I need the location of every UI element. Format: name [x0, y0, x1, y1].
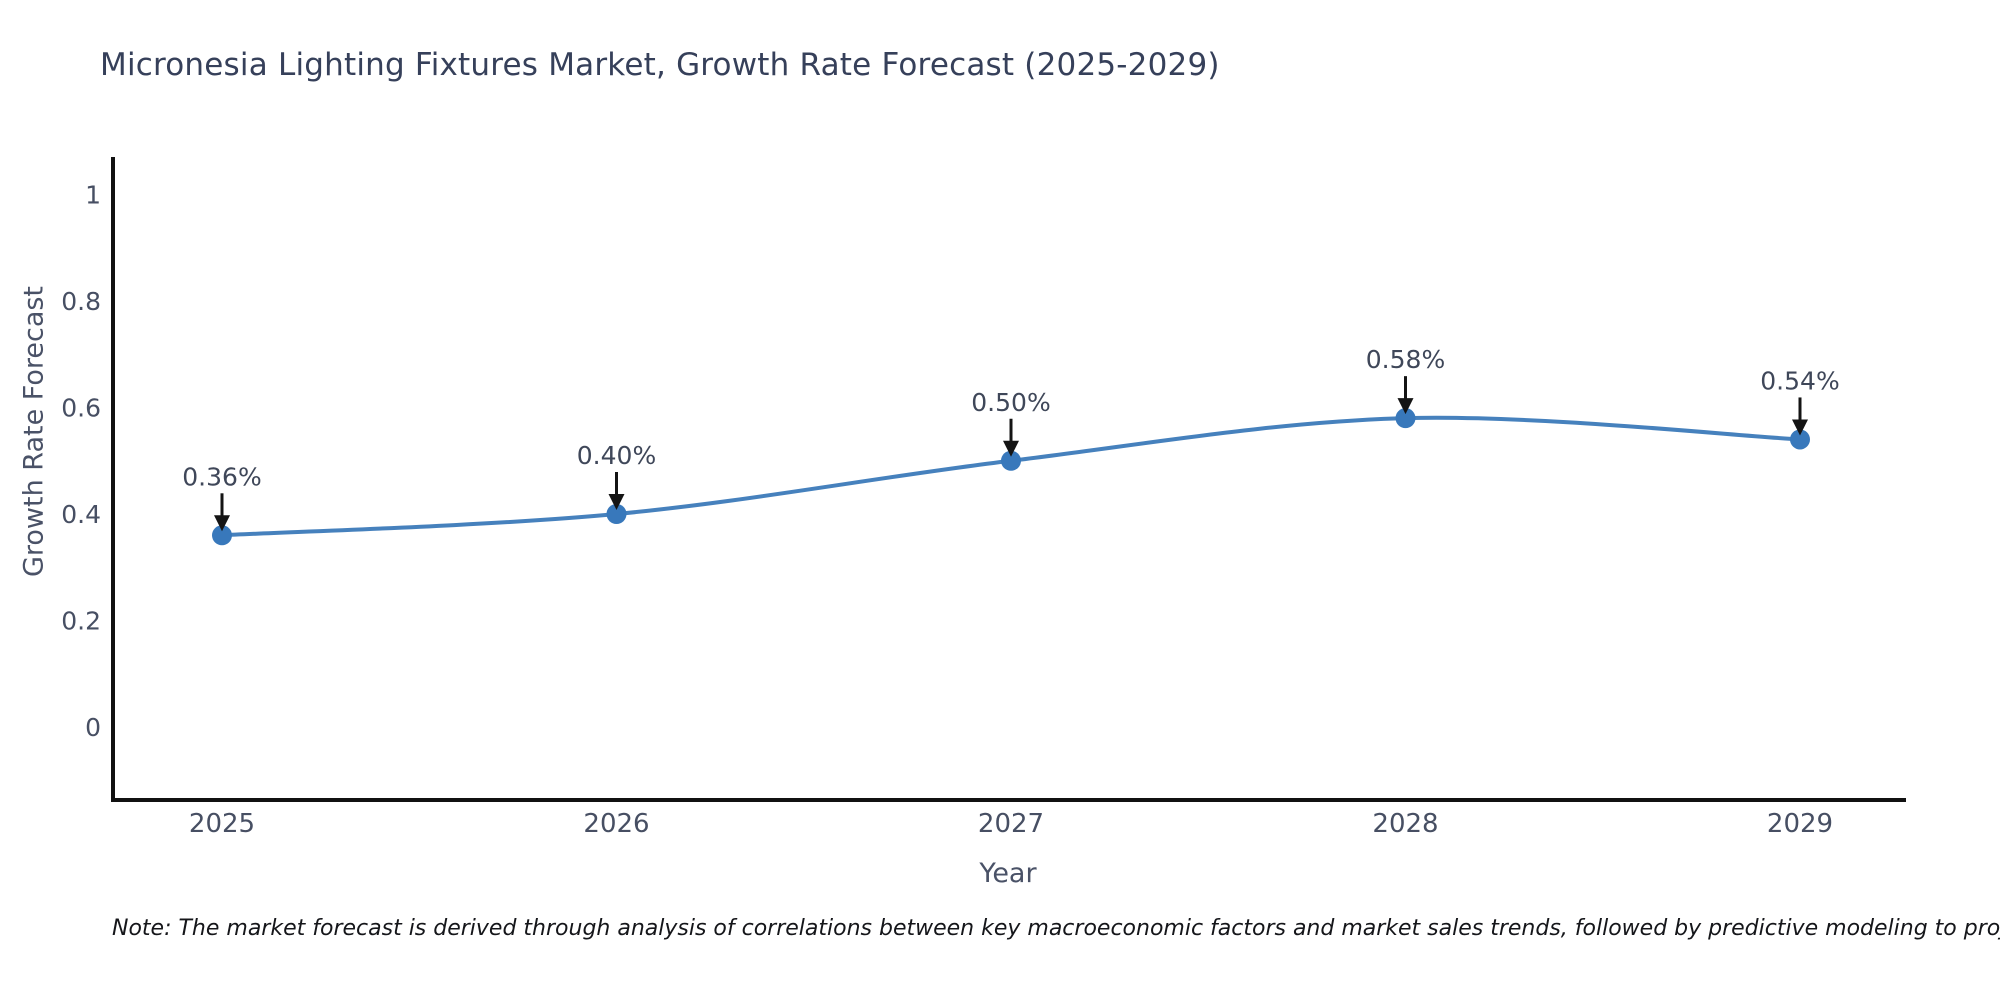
y-tick-label: 0 [85, 713, 101, 742]
annotation-arrowhead [1397, 398, 1414, 415]
annotation-arrowhead [1792, 419, 1808, 436]
annotation-label: 0.40% [577, 441, 656, 470]
x-tick-label: 2028 [1372, 809, 1438, 839]
data-point [212, 525, 232, 546]
y-tick-label: 0.2 [61, 607, 101, 636]
annotation-arrowhead [1003, 440, 1019, 457]
chart-title: Micronesia Lighting Fixtures Market, Gro… [100, 47, 1220, 83]
data-point [1001, 450, 1021, 471]
x-tick-label: 2025 [189, 809, 255, 839]
annotation-arrowhead [214, 515, 230, 532]
y-tick-label: 0.6 [61, 394, 101, 423]
annotation-label: 0.54% [1760, 366, 1839, 395]
x-tick-label: 2027 [978, 809, 1044, 839]
x-axis-title: Year [979, 858, 1037, 889]
footnote: Note: The market forecast is derived thr… [112, 916, 2000, 941]
data-point [1790, 429, 1810, 450]
annotation-label: 0.36% [182, 462, 261, 491]
data-point [606, 504, 627, 524]
y-tick-label: 0.8 [61, 287, 101, 316]
x-tick-label: 2026 [583, 809, 649, 839]
annotation-label: 0.58% [1366, 345, 1445, 374]
y-tick-label: 0.4 [61, 500, 101, 529]
annotation-arrowhead [608, 494, 625, 510]
data-point [1395, 408, 1416, 429]
x-tick-label: 2029 [1767, 809, 1833, 839]
annotation-label: 0.50% [971, 388, 1050, 417]
y-tick-label: 1 [85, 181, 101, 210]
